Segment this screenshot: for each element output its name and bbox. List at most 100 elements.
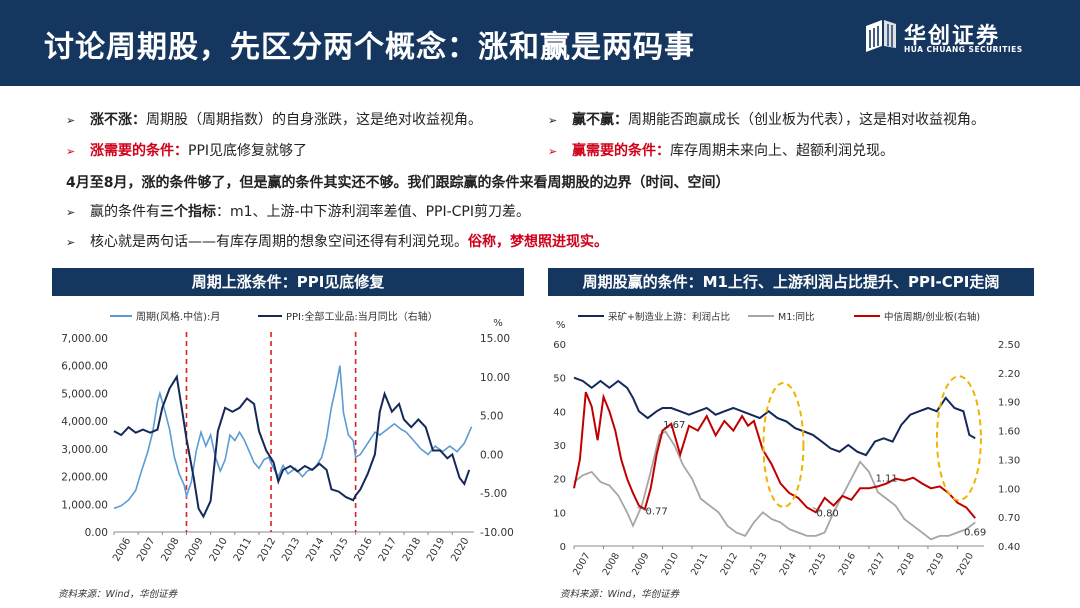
arrow-icon: ➢ (66, 145, 76, 158)
logo-text-cn: 华创证券 (904, 24, 1001, 49)
highlight-ellipse-2020 (935, 375, 982, 502)
left-source: 资料来源：Wind，华创证券 (58, 589, 178, 600)
x-tick-label: 2011 (689, 551, 711, 577)
arrow-icon: ➢ (66, 236, 76, 249)
y-right-tick: -5.00 (480, 488, 507, 500)
highlight-ellipse-2014 (762, 382, 805, 508)
ppi-cyclical-chart: 周期(风格.中信):月 PPI:全部工业品:当月同比（右轴）% 0.00 1,000.… (61, 310, 514, 564)
ying-label: 赢不赢： (572, 112, 628, 128)
annotation-label: 1.11 (876, 474, 898, 485)
series-line-ppi (113, 373, 471, 519)
y-left-tick: 2,000.00 (61, 472, 108, 484)
zhang-cond-text: PPI见底修复就够了 (188, 143, 308, 159)
y-right-tick: -10.00 (480, 527, 514, 539)
arrow-icon: ➢ (66, 206, 76, 219)
zhang-text: 周期股（周期指数）的自身涨跌，这是绝对收益视角。 (146, 112, 482, 128)
y-left-tick: 0.00 (85, 527, 108, 539)
bullet-core: ➢ 核心就是两句话——有库存周期的想象空间还得有利润兑现。俗称，梦想照进现实。 (66, 231, 608, 251)
x-tick-label: 2009 (184, 536, 206, 564)
x-tick-label: 2016 (353, 536, 375, 564)
y-left-tick: 30 (553, 441, 566, 452)
x-tick-label: 2007 (135, 536, 157, 564)
header-bar: 讨论周期股，先区分两个概念：涨和赢是两码事 华创证券 HUA CHUANG SE… (0, 0, 1080, 86)
y-right-tick: 1.90 (998, 398, 1020, 409)
x-tick-label: 2016 (837, 551, 859, 577)
series-line-ratio (573, 391, 976, 519)
right-panel-title: 周期股赢的条件：M1上行、上游利润占比提升、PPI-CPI走阔 (548, 268, 1034, 296)
y-right-tick: 10.00 (480, 372, 510, 384)
bullet-zhang: ➢ 涨不涨：周期股（周期指数）的自身涨跌，这是绝对收益视角。 (66, 109, 482, 129)
y-left-tick: 10 (553, 508, 566, 519)
ying-cond-label: 赢需要的条件： (572, 143, 670, 159)
y-left-tick: 60 (553, 340, 566, 351)
x-tick-label: 2014 (304, 536, 326, 564)
y-right-tick: 0.70 (998, 513, 1020, 524)
x-tick-label: 2017 (866, 551, 888, 577)
y-left-tick: 6,000.00 (61, 361, 108, 373)
x-tick-label: 2020 (955, 551, 977, 577)
y-left-tick: 50 (553, 374, 566, 385)
y-left-tick: 4,000.00 (61, 416, 108, 428)
ind-bold: 三个指标 (160, 204, 216, 220)
x-tick-label: 2013 (748, 551, 770, 577)
y-left-tick: 20 (553, 475, 566, 486)
arrow-icon: ➢ (66, 114, 76, 127)
ying-cond-text: 库存周期未来向上、超额利润兑现。 (670, 143, 894, 159)
logo-text-en: HUA CHUANG SECURITIES (904, 45, 1023, 54)
x-tick-label: 2006 (111, 536, 133, 564)
y-left-tick: 7,000.00 (61, 333, 108, 345)
x-tick-label: 2019 (925, 551, 947, 577)
annotation-label: 0.69 (964, 528, 986, 539)
bullet-ying: ➢ 赢不赢：周期能否跑赢成长（创业板为代表），这是相对收益视角。 (548, 109, 985, 129)
x-tick-label: 2011 (232, 536, 254, 564)
series-line-m1 (573, 430, 976, 541)
y-left-tick: 0 (560, 542, 566, 553)
annotation-label: 1.67 (663, 420, 685, 431)
arrow-icon: ➢ (548, 114, 558, 127)
ind-post: ：m1、上游-中下游利润率差值、PPI-CPI剪刀差。 (216, 204, 531, 220)
logo: 华创证券 HUA CHUANG SECURITIES (862, 20, 1062, 56)
legend-label-m1: M1:同比 (778, 311, 814, 323)
x-tick-label: 2015 (807, 551, 829, 577)
y-left-tick: 5,000.00 (61, 388, 108, 400)
series-line-upstream (573, 376, 976, 457)
x-tick-label: 2008 (601, 551, 623, 577)
x-tick-label: 2020 (449, 536, 471, 564)
summary-line: 4月至8月，涨的条件够了，但是赢的条件其实还不够。我们跟踪赢的条件来看周期股的边… (66, 175, 730, 191)
x-tick-label: 2019 (425, 536, 447, 564)
x-tick-label: 2010 (660, 551, 682, 577)
y-left-tick: 1,000.00 (61, 499, 108, 511)
core-red: 俗称，梦想照进现实。 (468, 234, 608, 250)
y-right-tick: 1.00 (998, 484, 1020, 495)
series-line-cyclical (113, 365, 473, 510)
legend-label-ratio: 中信周期/创业板(右轴) (884, 311, 980, 323)
y-right-tick: 2.20 (998, 369, 1020, 380)
annotation-leader (812, 507, 821, 512)
x-tick-label: 2018 (896, 551, 918, 577)
bullet-indicators: ➢ 赢的条件有三个指标：m1、上游-中下游利润率差值、PPI-CPI剪刀差。 (66, 201, 530, 221)
left-panel-title: 周期上涨条件：PPI见底修复 (52, 268, 524, 296)
x-tick-label: 2017 (377, 536, 399, 564)
annotation-label: 0.77 (645, 506, 667, 517)
y-right-tick: 0.00 (480, 449, 503, 461)
zhang-cond-label: 涨需要的条件： (90, 143, 188, 159)
y-right-tick: 5.00 (480, 411, 503, 423)
legend-label-upstream: 采矿+制造业上游：利润占比 (608, 311, 730, 323)
bullet-zhang-condition: ➢ 涨需要的条件：PPI见底修复就够了 (66, 140, 307, 160)
y-left-tick: 40 (553, 407, 566, 418)
ind-pre: 赢的条件有 (90, 204, 160, 220)
left-axis-unit: % (556, 320, 566, 331)
bullet-ying-condition: ➢ 赢需要的条件：库存周期未来向上、超额利润兑现。 (548, 140, 894, 160)
x-tick-label: 2010 (208, 536, 230, 564)
y-right-tick: 1.60 (998, 427, 1020, 438)
right-source: 资料来源：Wind，华创证券 (560, 589, 680, 600)
annotation-label: 0.80 (817, 508, 839, 519)
ying-text: 周期能否跑赢成长（创业板为代表），这是相对收益视角。 (628, 112, 985, 128)
right-axis-unit: % (493, 318, 503, 329)
legend-label-cyclical: 周期(风格.中信):月 (136, 310, 220, 323)
x-tick-label: 2018 (401, 536, 423, 564)
x-tick-label: 2015 (329, 536, 351, 564)
core-text: 核心就是两句话——有库存周期的想象空间还得有利润兑现。 (90, 234, 468, 250)
x-tick-label: 2012 (719, 551, 741, 577)
annotation-leader (637, 507, 650, 511)
